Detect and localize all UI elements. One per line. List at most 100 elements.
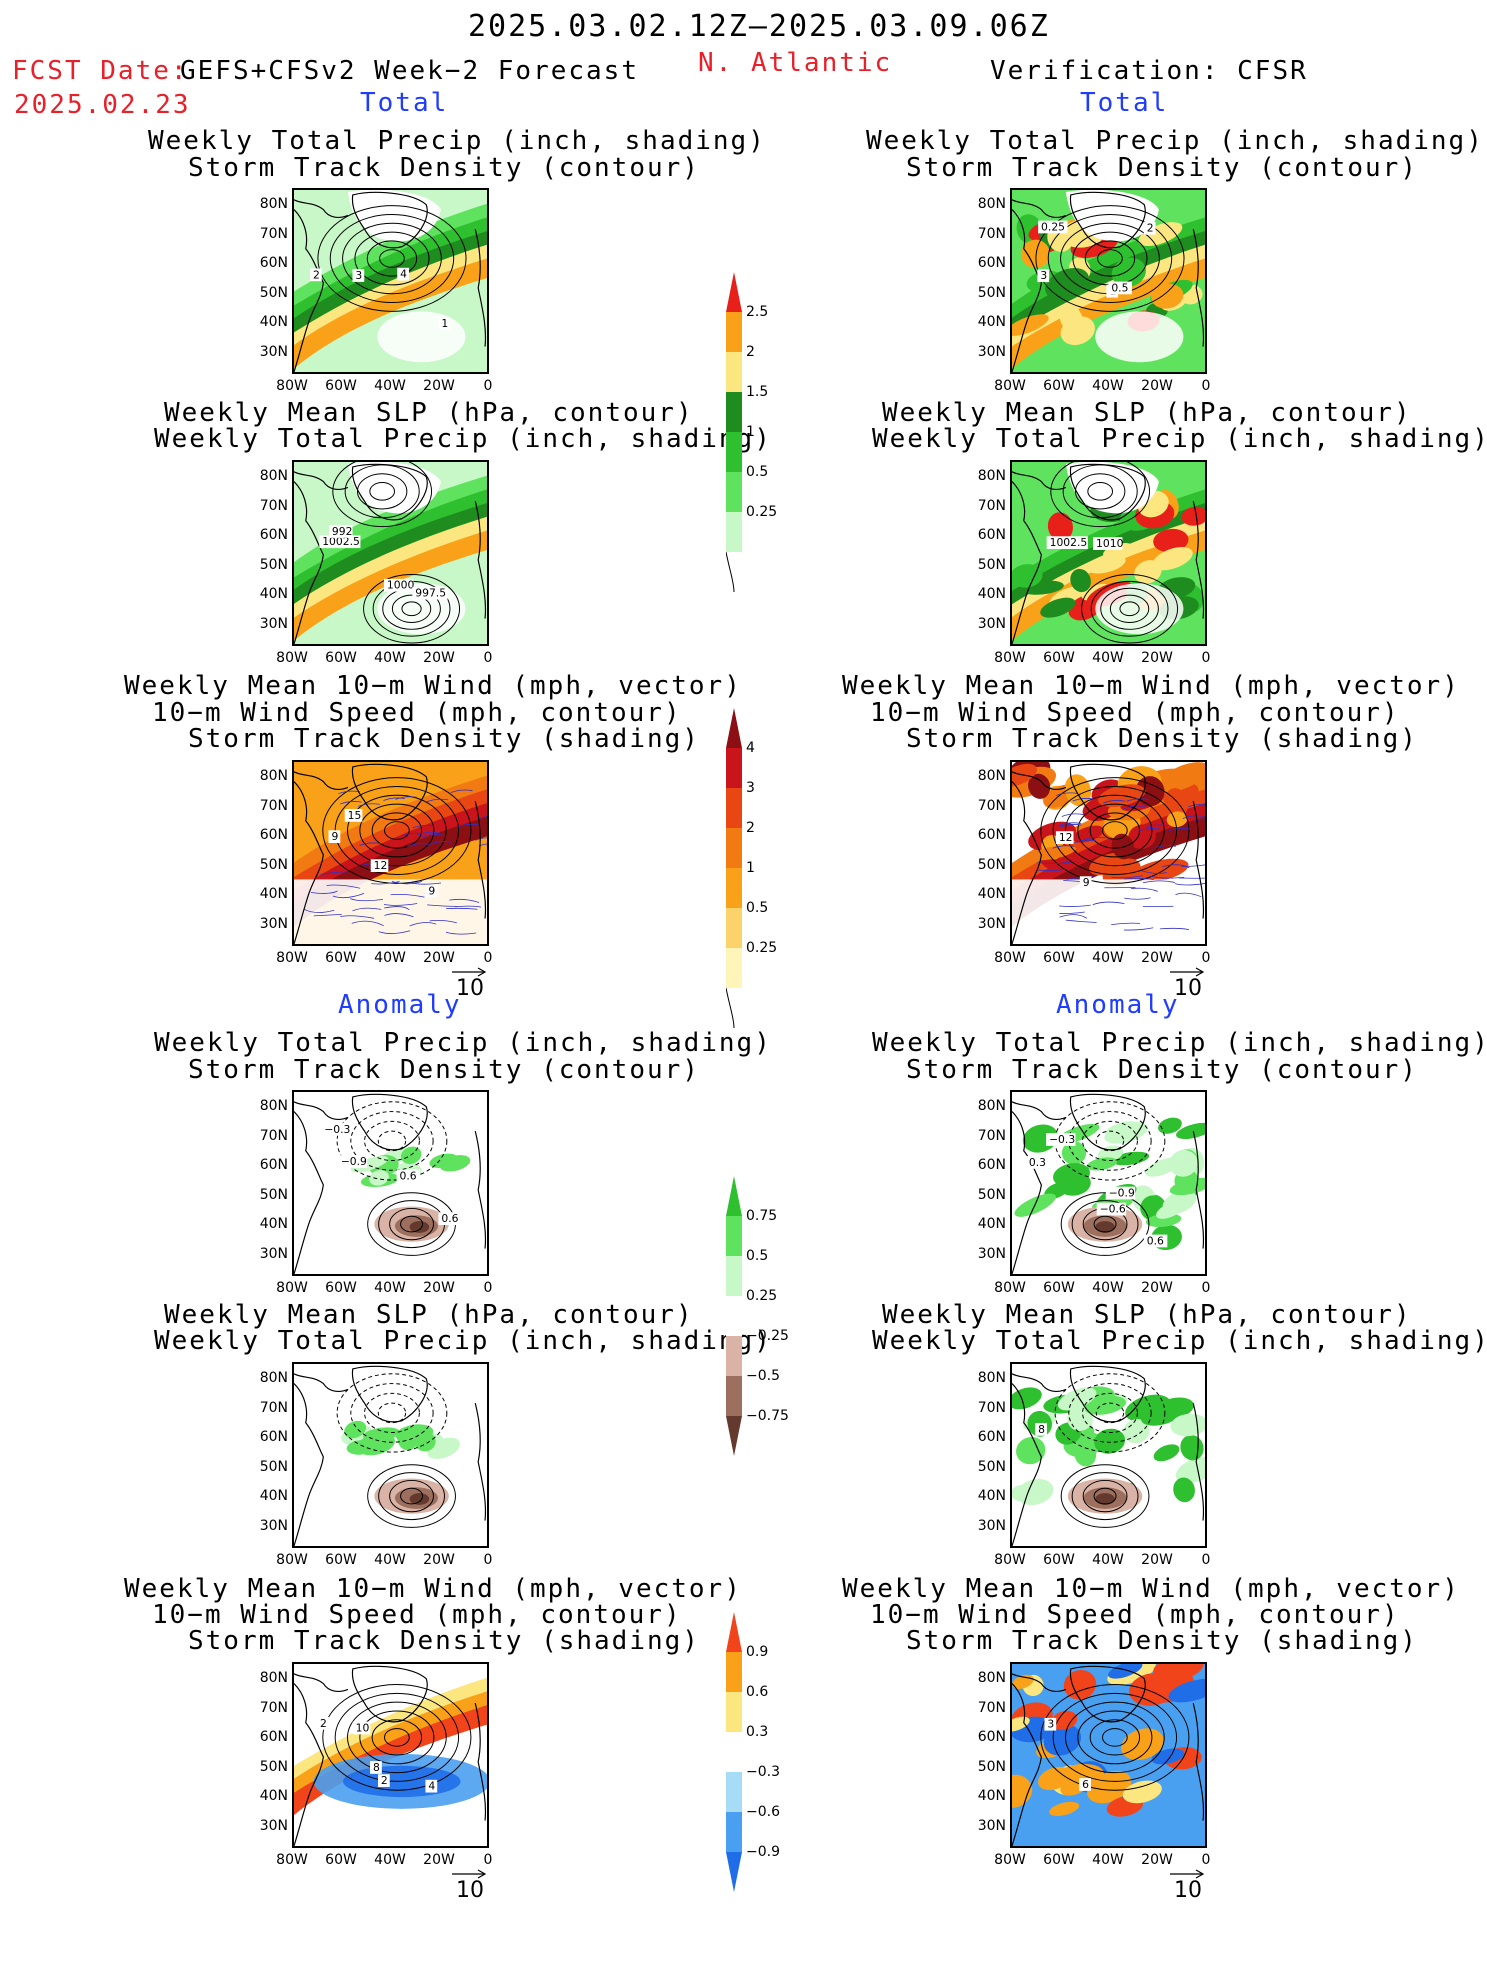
- lat-label-R2-5: 30N: [977, 615, 1006, 632]
- lon-label-R4-4: 0: [1201, 1280, 1211, 1296]
- contour-label-L2-3: 992: [332, 525, 353, 538]
- contour-label-L1-0: 2: [313, 268, 320, 281]
- lat-label-L3-5: 30N: [259, 915, 288, 932]
- lon-label-L2-1: 60W: [325, 650, 357, 666]
- lon-label-R3-1: 60W: [1043, 950, 1075, 966]
- contour-label-L1-3-box: [352, 269, 365, 282]
- colorbar-precip-anom-label-0: 0.75: [746, 1208, 778, 1224]
- lon-label-R5-2: 40W: [1092, 1552, 1124, 1568]
- lat-label-R4-5: 30N: [977, 1245, 1006, 1262]
- contour-label-R2-0: 1002.5: [1050, 536, 1088, 549]
- lon-label-L4-2: 40W: [374, 1280, 406, 1296]
- L5-title-1: Weekly Mean SLP (hPa, contour): [164, 1300, 694, 1330]
- lat-label-L4-3: 50N: [259, 1186, 288, 1203]
- lon-label-R1-4: 0: [1201, 378, 1211, 394]
- lat-label-L1-2: 60N: [259, 255, 288, 271]
- lat-label-R6-4: 40N: [977, 1788, 1006, 1804]
- L3-title-1: Weekly Mean 10−m Wind (mph, vector): [124, 671, 742, 701]
- fcst-model: GEFS+CFSv2 Week−2 Forecast: [180, 56, 639, 86]
- colorbar-precip-anom-label-2: 0.25: [746, 1288, 778, 1304]
- vector-ref-arrow-3: [1170, 1869, 1205, 1879]
- lat-label-R3-4: 40N: [977, 886, 1006, 902]
- map-panel-L6: 2 8 4 10 2: [292, 1662, 489, 1848]
- lon-label-L1-2: 40W: [374, 378, 406, 394]
- lon-label-R2-4: 0: [1201, 650, 1211, 666]
- contour-label-L3-1-box: [370, 859, 389, 872]
- lat-label-L1-0: 80N: [259, 196, 288, 212]
- lon-label-R6-2: 40W: [1092, 1852, 1124, 1868]
- map-panel-L1: 2 4 1 3: [292, 188, 489, 374]
- lon-label-R6-0: 80W: [994, 1852, 1026, 1868]
- map-svg-L5: [294, 1364, 487, 1546]
- lat-label-R3-1: 70N: [977, 797, 1006, 814]
- lon-label-R5-1: 60W: [1043, 1552, 1075, 1568]
- lat-label-L5-0: 80N: [259, 1370, 288, 1386]
- contour-label-R1-3: 0.25: [1041, 220, 1065, 233]
- R2-title-2: Weekly Total Precip (inch, shading): [872, 424, 1487, 454]
- lat-label-L4-0: 80N: [259, 1098, 288, 1114]
- lat-label-L6-2: 60N: [259, 1729, 288, 1745]
- lat-label-L6-1: 70N: [259, 1699, 288, 1716]
- lon-label-L2-4: 0: [483, 650, 493, 666]
- map-svg-R4: 0.3 −0.9 0.6 −0.3 −0.6: [1012, 1092, 1205, 1274]
- contour-label-L3-2-box: [425, 884, 438, 898]
- lat-label-L3-0: 80N: [259, 768, 288, 784]
- lat-label-R4-4: 40N: [977, 1216, 1006, 1232]
- lat-label-R1-2: 60N: [977, 255, 1006, 271]
- vector-ref-label-3: 10: [1174, 1878, 1202, 1903]
- lat-label-R2-0: 80N: [977, 468, 1006, 484]
- map-panel-R4: 0.3 −0.9 0.6 −0.3 −0.6: [1010, 1090, 1207, 1276]
- contour-label-L1-2: 1: [441, 317, 448, 330]
- contour-label-L3-1: 12: [374, 859, 388, 872]
- lat-label-L3-2: 60N: [259, 827, 288, 843]
- L1-title-1: Weekly Total Precip (inch, shading): [148, 126, 766, 156]
- lon-label-L2-3: 20W: [423, 650, 455, 666]
- contour-label-R6-1-box: [1079, 1778, 1091, 1791]
- colorbar-precip-anom-label-5: −0.75: [746, 1408, 789, 1424]
- lon-label-L2-0: 80W: [276, 650, 308, 666]
- lon-label-L6-0: 80W: [276, 1852, 308, 1868]
- contour-label-L4-1: 0.6: [400, 1169, 417, 1182]
- contour-label-L3-3-box: [344, 809, 363, 822]
- contour-label-R4-3-box: [1046, 1133, 1076, 1146]
- lat-label-L5-3: 50N: [259, 1458, 288, 1475]
- lat-label-L2-2: 60N: [259, 527, 288, 543]
- map-svg-R1: 3120.250.5: [1012, 190, 1205, 372]
- fcst-label: FCST Date:: [12, 56, 189, 86]
- contour-label-R2-1-box: [1093, 537, 1123, 550]
- fcst-date: 2025.02.23: [14, 90, 191, 120]
- lon-label-R4-3: 20W: [1141, 1280, 1173, 1296]
- contour-label-L4-3: −0.3: [324, 1123, 350, 1136]
- contour-label-L2-0: 1002.5: [322, 535, 360, 548]
- lat-label-R1-4: 40N: [977, 314, 1006, 330]
- lon-label-L4-0: 80W: [276, 1280, 308, 1296]
- map-svg-L3: 9 12 9 15: [294, 762, 487, 944]
- colorbar-precip-anom-label-1: 0.5: [746, 1248, 769, 1264]
- contour-label-L3-3: 15: [348, 809, 362, 822]
- contour-label-R3-1: 9: [1083, 876, 1090, 889]
- lat-label-R5-1: 70N: [977, 1399, 1006, 1416]
- colorbar-storm-total: [726, 708, 742, 1029]
- map-svg-R3: 12 9: [1012, 762, 1205, 944]
- vector-ref-label-2: 10: [456, 1878, 484, 1903]
- lat-label-R2-2: 60N: [977, 527, 1006, 543]
- contour-label-L1-2-box: [438, 317, 451, 330]
- lat-label-L5-1: 70N: [259, 1399, 288, 1416]
- lon-label-L5-0: 80W: [276, 1552, 308, 1568]
- lat-label-L3-1: 70N: [259, 797, 288, 814]
- lon-label-R2-1: 60W: [1043, 650, 1075, 666]
- lat-label-L5-5: 30N: [259, 1517, 288, 1534]
- L4-title-1: Weekly Total Precip (inch, shading): [154, 1028, 772, 1058]
- contour-label-L1-1: 4: [400, 268, 407, 281]
- vector-ref-label-1: 10: [1174, 976, 1202, 1001]
- lon-label-L5-2: 40W: [374, 1552, 406, 1568]
- verification-label: Verification: CFSR: [990, 56, 1308, 86]
- lat-label-L4-5: 30N: [259, 1245, 288, 1262]
- L3-title-3: Storm Track Density (shading): [188, 724, 700, 754]
- colorbar-storm-anom-label-0: 0.9: [746, 1644, 769, 1660]
- L2-title-1: Weekly Mean SLP (hPa, contour): [164, 398, 694, 428]
- lat-label-L6-0: 80N: [259, 1670, 288, 1686]
- lon-label-R5-4: 0: [1201, 1552, 1211, 1568]
